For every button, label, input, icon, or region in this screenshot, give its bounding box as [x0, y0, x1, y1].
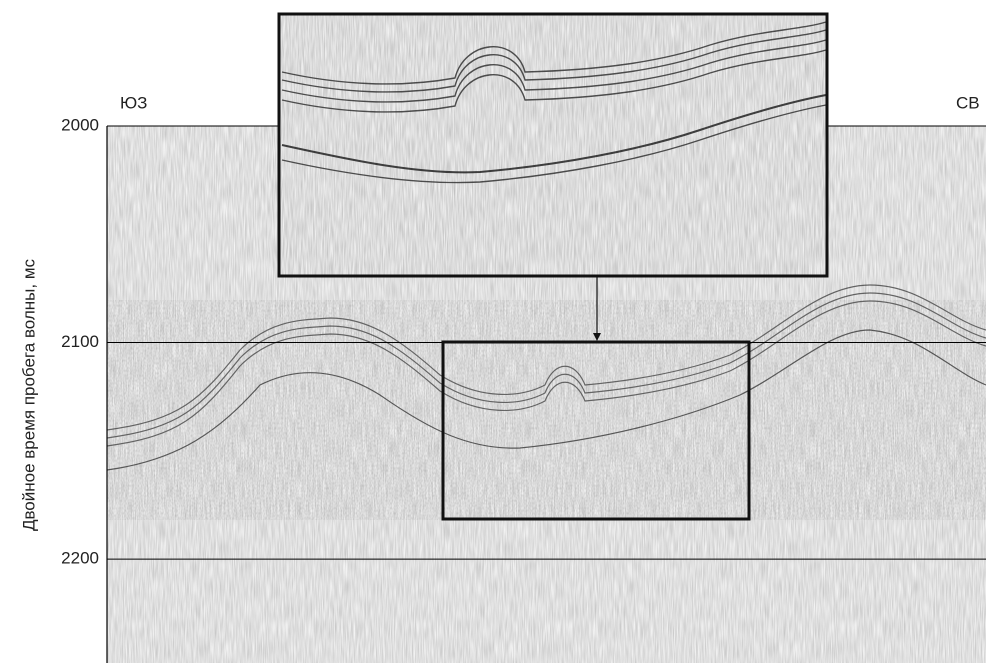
direction-label-right: СВ [956, 93, 980, 112]
page: {"chart_data": {"type": "seismic-section… [0, 0, 986, 663]
inset-noise [279, 14, 827, 276]
inset [279, 14, 827, 276]
y-axis-label: Двойное время пробега волны, мс [19, 258, 38, 531]
y-tick-label: 2100 [61, 332, 99, 351]
y-tick-label: 2200 [61, 549, 99, 568]
section-grain [107, 300, 986, 520]
y-tick-label: 2000 [61, 115, 99, 134]
figure: 2000 2100 2200 Двойное время пробега волны… [0, 0, 986, 663]
direction-label-left: ЮЗ [120, 93, 147, 112]
